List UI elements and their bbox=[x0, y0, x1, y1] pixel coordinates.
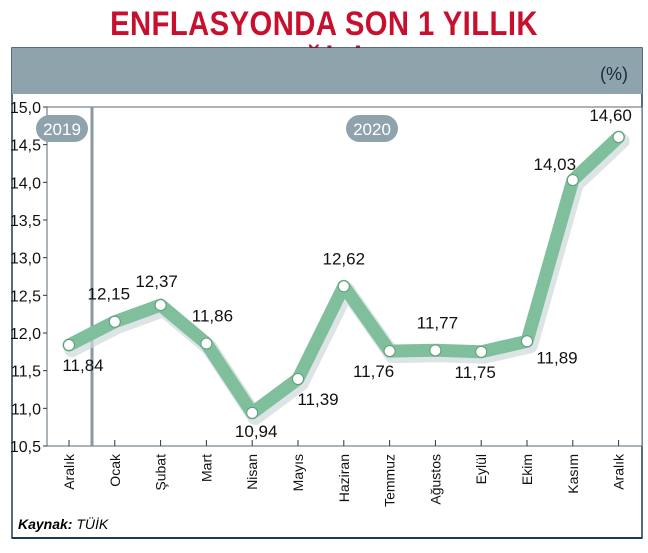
x-tick-label: Ekim bbox=[519, 454, 535, 485]
x-tick-label: Temmuz bbox=[382, 454, 398, 507]
y-tick-label: 13,0 bbox=[10, 251, 41, 268]
data-point bbox=[292, 372, 304, 385]
data-point bbox=[566, 174, 579, 187]
data-label: 11,84 bbox=[62, 356, 103, 375]
unit-label: (%) bbox=[600, 64, 628, 84]
x-tick-label: Haziran bbox=[336, 454, 352, 502]
source-label: Kaynak: bbox=[18, 516, 73, 532]
data-label: 12,15 bbox=[88, 285, 131, 304]
x-tick-label: Mart bbox=[198, 454, 214, 482]
x-tick-label: Aralık bbox=[61, 453, 77, 490]
y-tick-label: 11,0 bbox=[11, 401, 41, 418]
y-tick-label: 14,5 bbox=[10, 138, 41, 155]
x-tick-label: Kasım bbox=[565, 454, 581, 494]
y-tick-label: 12,5 bbox=[10, 288, 41, 305]
data-label: 11,77 bbox=[417, 313, 458, 332]
data-label: 14,03 bbox=[534, 155, 577, 174]
x-tick-label: Mayıs bbox=[290, 454, 306, 491]
header-band bbox=[12, 48, 642, 94]
y-tick-label: 11,5 bbox=[11, 364, 41, 381]
y-tick-label: 13,5 bbox=[10, 213, 41, 230]
x-tick-label: Eylül bbox=[473, 454, 489, 484]
x-tick-label: Ağustos bbox=[427, 454, 443, 505]
x-tick-label: Ocak bbox=[107, 453, 123, 487]
y-tick-label: 14,0 bbox=[10, 175, 41, 192]
source-note: Kaynak: TÜİK bbox=[18, 516, 108, 532]
data-label: 14,60 bbox=[589, 106, 632, 125]
data-label: 12,62 bbox=[323, 249, 366, 268]
data-label: 11,86 bbox=[192, 307, 233, 326]
data-label: 11,76 bbox=[353, 362, 394, 381]
data-point bbox=[246, 406, 259, 419]
data-point bbox=[200, 337, 213, 350]
source-value: TÜİK bbox=[76, 516, 109, 532]
data-point bbox=[108, 315, 121, 328]
y-tick-label: 15,0 bbox=[10, 100, 41, 117]
year-badge-2020 bbox=[346, 115, 398, 142]
data-point bbox=[475, 345, 488, 358]
data-point bbox=[63, 339, 75, 352]
x-tick-label: Aralık bbox=[611, 453, 627, 490]
year-badge-2020-label: 2020 bbox=[353, 120, 391, 139]
data-point bbox=[521, 335, 533, 348]
data-point bbox=[154, 299, 167, 312]
data-point bbox=[429, 344, 442, 357]
year-badge-2019 bbox=[36, 115, 88, 142]
data-label: 11,39 bbox=[297, 390, 338, 409]
data-label: 11,89 bbox=[536, 348, 577, 367]
year-badge-2019-label: 2019 bbox=[43, 120, 81, 139]
data-point bbox=[337, 280, 350, 293]
x-tick-label: Şubat bbox=[153, 454, 169, 491]
y-tick-label: 12,0 bbox=[10, 326, 41, 343]
data-label: 11,75 bbox=[455, 363, 496, 382]
data-label: 10,94 bbox=[235, 422, 278, 441]
data-point bbox=[383, 345, 396, 358]
x-tick-label: Nisan bbox=[244, 454, 260, 490]
y-tick-label: 10,5 bbox=[10, 439, 41, 456]
data-point bbox=[612, 131, 625, 144]
data-label: 12,37 bbox=[135, 272, 178, 291]
